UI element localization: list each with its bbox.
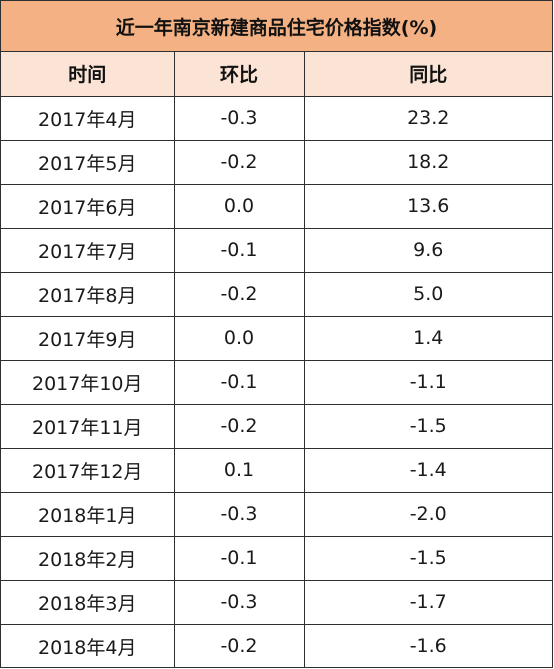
cell-yoy: -1.5 (304, 404, 552, 449)
cell-time: 2017年10月 (1, 360, 175, 405)
cell-yoy: -2.0 (304, 492, 552, 537)
cell-time: 2018年3月 (1, 580, 175, 625)
table-row: 2018年3月 -0.3 -1.7 (1, 580, 552, 625)
table-row: 2017年12月 0.1 -1.4 (1, 448, 552, 493)
cell-yoy: 9.6 (304, 228, 552, 273)
cell-yoy: 23.2 (304, 96, 552, 141)
table-row: 2017年4月 -0.3 23.2 (1, 96, 552, 141)
table-title: 近一年南京新建商品住宅价格指数(%) (1, 1, 552, 52)
table-row: 2017年10月 -0.1 -1.1 (1, 360, 552, 405)
cell-mom: -0.3 (174, 580, 305, 625)
table-row: 2018年1月 -0.3 -2.0 (1, 492, 552, 537)
cell-time: 2017年4月 (1, 96, 175, 141)
cell-mom: -0.1 (174, 360, 305, 405)
cell-time: 2018年4月 (1, 624, 175, 668)
cell-yoy: -1.5 (304, 536, 552, 581)
table-row: 2017年9月 0.0 1.4 (1, 316, 552, 361)
cell-time: 2017年9月 (1, 316, 175, 361)
cell-time: 2017年12月 (1, 448, 175, 493)
table-row: 2017年11月 -0.2 -1.5 (1, 404, 552, 449)
cell-yoy: 18.2 (304, 140, 552, 185)
cell-time: 2018年2月 (1, 536, 175, 581)
cell-yoy: -1.7 (304, 580, 552, 625)
cell-yoy: 1.4 (304, 316, 552, 361)
cell-yoy: 5.0 (304, 272, 552, 317)
cell-yoy: -1.1 (304, 360, 552, 405)
table-row: 2017年5月 -0.2 18.2 (1, 140, 552, 185)
cell-mom: -0.2 (174, 272, 305, 317)
table-row: 2018年2月 -0.1 -1.5 (1, 536, 552, 581)
cell-mom: -0.2 (174, 404, 305, 449)
cell-time: 2018年1月 (1, 492, 175, 537)
table-row: 2018年4月 -0.2 -1.6 (1, 624, 552, 668)
column-header-time: 时间 (1, 52, 175, 97)
cell-mom: 0.0 (174, 316, 305, 361)
cell-mom: -0.2 (174, 624, 305, 668)
cell-time: 2017年8月 (1, 272, 175, 317)
header-row: 时间 环比 同比 (1, 52, 552, 97)
table-row: 2017年6月 0.0 13.6 (1, 184, 552, 229)
cell-mom: -0.2 (174, 140, 305, 185)
cell-mom: -0.3 (174, 492, 305, 537)
cell-time: 2017年7月 (1, 228, 175, 273)
cell-mom: -0.1 (174, 228, 305, 273)
column-header-mom: 环比 (174, 52, 305, 97)
cell-time: 2017年11月 (1, 404, 175, 449)
cell-yoy: -1.4 (304, 448, 552, 493)
cell-time: 2017年6月 (1, 184, 175, 229)
table-row: 2017年8月 -0.2 5.0 (1, 272, 552, 317)
cell-yoy: -1.6 (409, 635, 447, 658)
cell-yoy: 13.6 (304, 184, 552, 229)
cell-time: 2017年5月 (1, 140, 175, 185)
column-header-yoy: 同比 (304, 52, 552, 97)
cell-mom: -0.3 (174, 96, 305, 141)
cell-mom: 0.0 (174, 184, 305, 229)
table-row: 2017年7月 -0.1 9.6 (1, 228, 552, 273)
price-index-table: 时间 环比 同比 2017年4月 -0.3 23.2 2017年5月 -0.2 … (1, 52, 552, 668)
cell-mom: -0.1 (174, 536, 305, 581)
cell-mom: 0.1 (174, 448, 305, 493)
